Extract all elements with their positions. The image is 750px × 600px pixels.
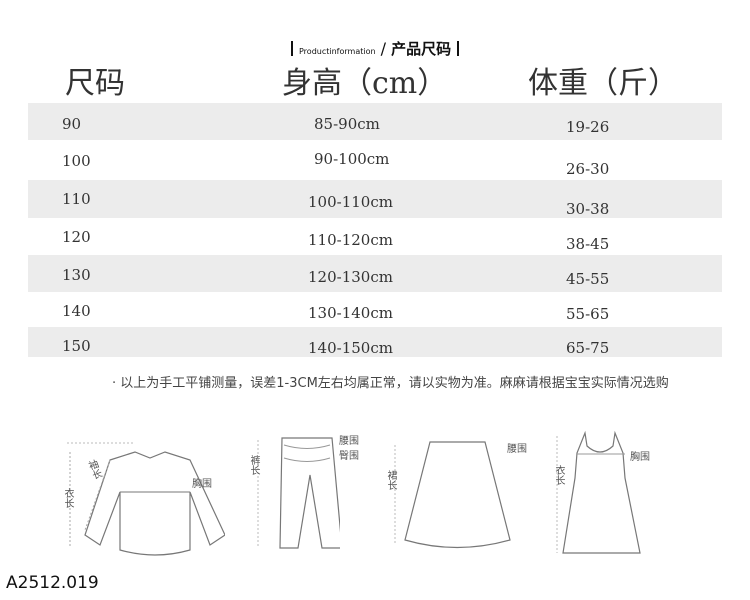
cell-size: 90 xyxy=(62,115,82,133)
product-code: A2512.019 xyxy=(6,573,99,593)
pants-diagram xyxy=(257,437,340,549)
row-band xyxy=(28,180,722,218)
cell-size: 120 xyxy=(62,228,91,246)
banner-en: Productinformation xyxy=(299,47,376,56)
label-top-length: 衣长 xyxy=(62,488,73,508)
cell-height: 90-100cm xyxy=(314,150,390,168)
cell-weight: 30-38 xyxy=(566,200,610,218)
cell-height: 100-110cm xyxy=(308,193,393,211)
cell-size: 140 xyxy=(62,302,91,320)
label-skirt-length: 裙长 xyxy=(385,470,396,490)
header-size: 尺码 xyxy=(65,66,125,101)
label-hip: 臀围 xyxy=(339,451,359,462)
cell-size: 110 xyxy=(62,190,91,208)
cell-height: 130-140cm xyxy=(308,304,393,322)
header-height: 身高（cm） xyxy=(282,66,448,101)
cell-weight: 38-45 xyxy=(566,235,610,253)
label-waist: 腰围 xyxy=(339,436,359,447)
cell-weight: 65-75 xyxy=(566,339,610,357)
row-band xyxy=(28,327,722,357)
label-skirt-waist: 腰围 xyxy=(507,444,527,455)
label-top-chest: 胸围 xyxy=(192,479,212,490)
header-weight: 体重（斤） xyxy=(528,66,678,101)
cell-weight: 26-30 xyxy=(566,160,610,178)
cell-weight: 45-55 xyxy=(566,270,610,288)
cell-height: 140-150cm xyxy=(308,339,393,357)
cell-weight: 19-26 xyxy=(566,118,610,136)
label-dress-length: 衣长 xyxy=(553,465,564,485)
banner: Productinformation / 产品尺码 xyxy=(285,38,465,59)
cell-height: 110-120cm xyxy=(308,231,393,249)
cell-size: 150 xyxy=(62,337,91,355)
label-pants-length: 裤长 xyxy=(248,455,259,475)
banner-cn: 产品尺码 xyxy=(391,40,452,58)
row-band xyxy=(28,255,722,292)
cell-height: 85-90cm xyxy=(314,115,380,133)
divider xyxy=(457,41,460,56)
skirt-diagram xyxy=(394,441,511,549)
banner-sep: / xyxy=(380,39,387,58)
dress-diagram xyxy=(556,430,641,554)
label-dress-chest: 胸围 xyxy=(630,452,650,463)
cell-weight: 55-65 xyxy=(566,305,610,323)
cell-height: 120-130cm xyxy=(308,268,393,286)
top-diagram xyxy=(67,442,225,556)
row-band xyxy=(28,103,722,140)
cell-size: 130 xyxy=(62,266,91,284)
measurement-note: · 以上为手工平铺测量，误差1-3CM左右均属正常，请以实物为准。麻麻请根据宝宝… xyxy=(112,376,669,391)
cell-size: 100 xyxy=(62,152,91,170)
divider xyxy=(291,41,293,56)
